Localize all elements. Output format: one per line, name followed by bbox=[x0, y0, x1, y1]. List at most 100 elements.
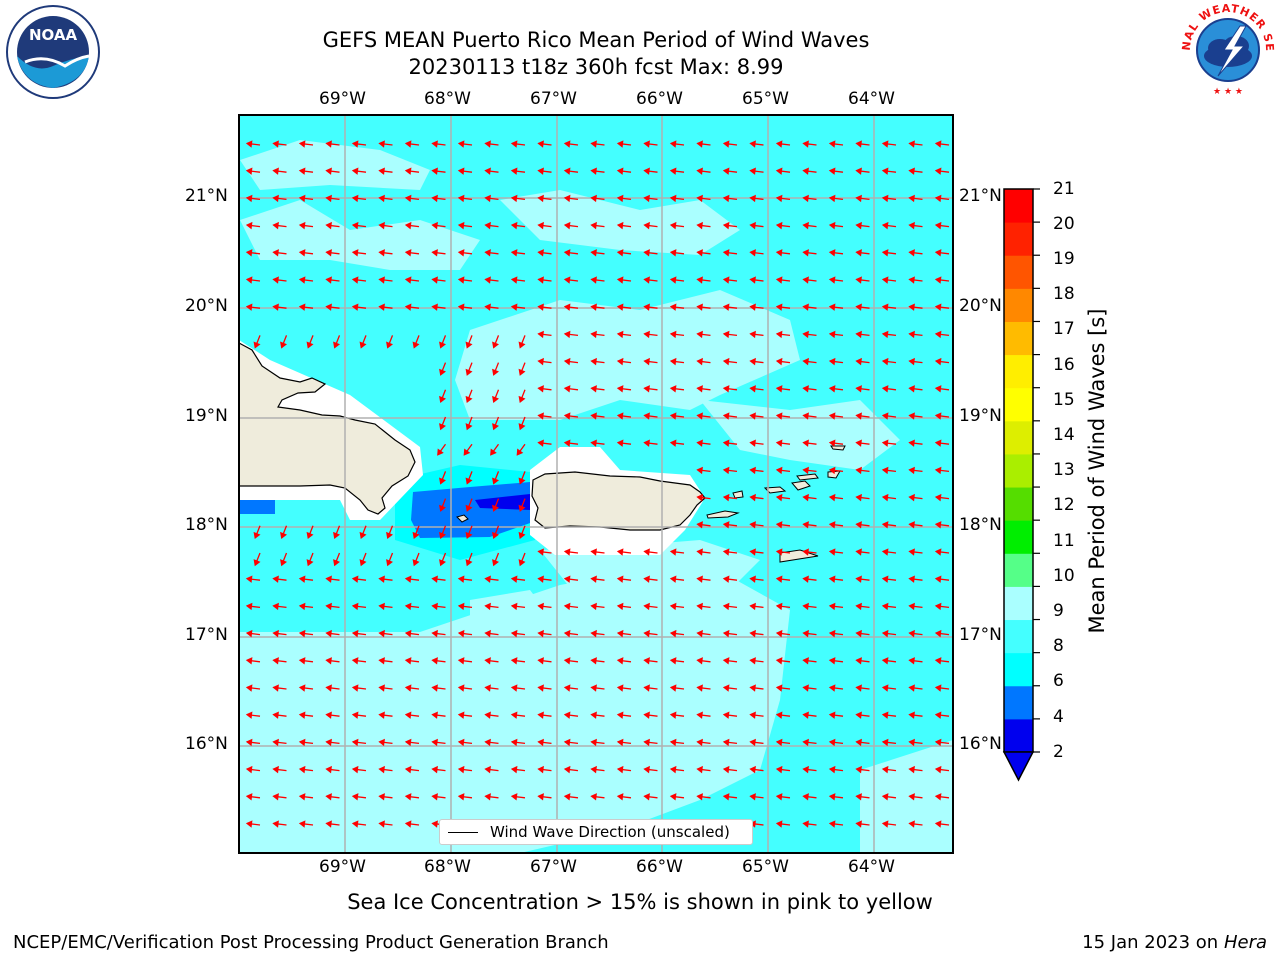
wave-direction-arrowhead bbox=[386, 531, 393, 540]
wave-direction-arrowhead bbox=[431, 276, 438, 284]
wave-direction-arrowhead bbox=[696, 629, 703, 638]
wave-direction-arrowhead bbox=[298, 140, 306, 148]
wave-direction-arrowhead bbox=[378, 167, 385, 175]
wave-direction-arrowhead bbox=[518, 395, 526, 404]
footer-credit: NCEP/EMC/Verification Post Processing Pr… bbox=[13, 932, 609, 953]
lat-label-left: 18°N bbox=[185, 515, 228, 535]
colorbar-tick-label: 6 bbox=[1053, 671, 1064, 691]
wave-direction-arrowhead bbox=[669, 657, 677, 665]
wave-direction-arrowhead bbox=[492, 477, 499, 485]
wave-direction-arrowhead bbox=[881, 357, 889, 366]
wave-direction-arrowhead bbox=[828, 466, 836, 475]
wave-direction-arrowhead bbox=[669, 140, 677, 148]
wave-direction-arrowhead bbox=[333, 559, 340, 567]
wave-direction-arrowhead bbox=[431, 575, 438, 583]
lat-label-right: 20°N bbox=[959, 296, 1002, 316]
wave-direction-arrowhead bbox=[351, 820, 359, 828]
wave-direction-arrowhead bbox=[855, 521, 862, 529]
wave-direction-arrowhead bbox=[669, 439, 677, 447]
wave-direction-arrowhead bbox=[537, 657, 544, 665]
wave-direction-arrowhead bbox=[828, 548, 836, 556]
wave-direction-arrowhead bbox=[439, 531, 446, 540]
wave-direction-arrowhead bbox=[590, 303, 597, 311]
wave-direction-arrowhead bbox=[643, 140, 650, 148]
wave-direction-arrowhead bbox=[590, 249, 597, 257]
wave-direction-arrowhead bbox=[298, 793, 306, 801]
wave-direction-arrowhead bbox=[802, 493, 809, 502]
wave-direction-arrowhead bbox=[828, 738, 836, 747]
wave-direction-arrowhead bbox=[510, 629, 518, 638]
colorbar-segment bbox=[1004, 387, 1033, 422]
wave-direction-arrowhead bbox=[537, 303, 544, 311]
wave-direction-arrowhead bbox=[722, 412, 730, 420]
wave-direction-arrowhead bbox=[298, 711, 306, 719]
wave-direction-arrowhead bbox=[518, 341, 526, 349]
wave-direction-arrowhead bbox=[908, 493, 915, 502]
wave-direction-arrowhead bbox=[563, 385, 571, 393]
wave-direction-arrowhead bbox=[775, 657, 783, 665]
wave-direction-arrowhead bbox=[643, 194, 650, 203]
wave-direction-arrowhead bbox=[272, 194, 279, 203]
lat-label-left: 16°N bbox=[185, 734, 228, 754]
wave-direction-arrowhead bbox=[465, 477, 473, 485]
wave-direction-arrowhead bbox=[378, 194, 385, 203]
colorbar-tick-label: 20 bbox=[1053, 214, 1075, 234]
wave-direction-arrowhead bbox=[828, 357, 836, 366]
wave-direction-arrowhead bbox=[590, 765, 597, 774]
wave-direction-arrowhead bbox=[404, 303, 412, 311]
wave-direction-arrowhead bbox=[457, 303, 465, 311]
wave-direction-arrowhead bbox=[749, 575, 756, 583]
colorbar-segment bbox=[1004, 586, 1033, 621]
wave-direction-arrowhead bbox=[775, 629, 783, 638]
wave-direction-arrowhead bbox=[855, 820, 862, 828]
wave-direction-arrowhead bbox=[696, 330, 703, 339]
wave-direction-arrowhead bbox=[431, 684, 438, 692]
wave-direction-arrowhead bbox=[908, 684, 915, 692]
wave-direction-arrowhead bbox=[563, 793, 571, 801]
wave-direction-arrowhead bbox=[378, 765, 385, 774]
wave-direction-arrowhead bbox=[775, 711, 783, 719]
wave-direction-arrowhead bbox=[643, 385, 650, 393]
wave-direction-arrowhead bbox=[722, 711, 730, 719]
wave-direction-arrowhead bbox=[590, 439, 597, 447]
wave-direction-arrowhead bbox=[378, 711, 385, 719]
wave-direction-arrowhead bbox=[463, 448, 471, 456]
map-frame bbox=[238, 114, 954, 854]
legend-label: Wind Wave Direction (unscaled) bbox=[490, 823, 730, 841]
colorbar-tick-label: 9 bbox=[1053, 601, 1064, 621]
wave-direction-arrowhead bbox=[518, 531, 526, 540]
wave-direction-arrowhead bbox=[802, 629, 809, 638]
wave-direction-arrowhead bbox=[855, 738, 862, 747]
wave-direction-arrowhead bbox=[908, 548, 915, 556]
lon-label-top: 69°W bbox=[319, 89, 366, 109]
wave-direction-arrowhead bbox=[881, 385, 889, 393]
wave-direction-arrowhead bbox=[351, 303, 359, 311]
wave-direction-arrowhead bbox=[590, 330, 597, 339]
wave-direction-arrowhead bbox=[359, 559, 367, 567]
wave-direction-arrowhead bbox=[431, 793, 438, 801]
wave-direction-arrowhead bbox=[325, 820, 332, 828]
wave-direction-arrowhead bbox=[696, 548, 703, 556]
wave-direction-arrowhead bbox=[802, 303, 809, 311]
wave-direction-arrowhead bbox=[431, 249, 438, 257]
wave-direction-arrowhead bbox=[492, 395, 499, 404]
wave-direction-arrowhead bbox=[298, 276, 306, 284]
wave-direction-arrowhead bbox=[881, 412, 889, 420]
wave-direction-arrowhead bbox=[643, 330, 650, 339]
wave-direction-arrowhead bbox=[855, 303, 862, 311]
wave-direction-arrowhead bbox=[616, 602, 624, 611]
wave-direction-arrowhead bbox=[881, 140, 889, 148]
wave-direction-arrowhead bbox=[616, 738, 624, 747]
wave-direction-arrowhead bbox=[722, 657, 730, 665]
wave-direction-arrowhead bbox=[881, 629, 889, 638]
wave-direction-arrowhead bbox=[749, 493, 756, 502]
wave-direction-arrowhead bbox=[828, 194, 836, 203]
wave-direction-arrowhead bbox=[775, 493, 783, 502]
wave-direction-arrowhead bbox=[669, 357, 677, 366]
wave-direction-arrowhead bbox=[404, 684, 412, 692]
wave-direction-arrowhead bbox=[325, 303, 332, 311]
wave-direction-arrowhead bbox=[518, 504, 526, 512]
wave-direction-arrowhead bbox=[775, 194, 783, 203]
colorbar bbox=[1004, 189, 1033, 753]
